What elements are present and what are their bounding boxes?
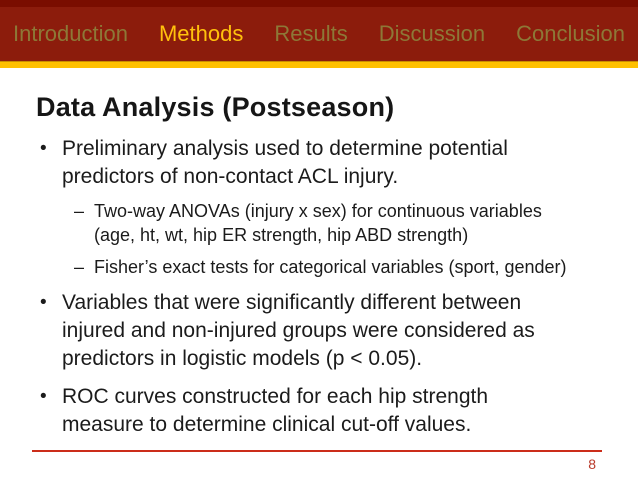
nav-item-results[interactable]: Results — [274, 21, 348, 46]
slide-title: Data Analysis (Postseason) — [36, 92, 395, 122]
bullet-item-1: • Preliminary analysis used to determine… — [36, 135, 622, 191]
bullet-text: ROC curves constructed for each hip stre… — [62, 385, 489, 436]
nav-bar: Introduction Methods Results Discussion … — [0, 0, 638, 61]
bullet-item-3: • ROC curves constructed for each hip st… — [36, 383, 622, 439]
sub-bullet-item-1: – Two-way ANOVAs (injury x sex) for cont… — [74, 199, 622, 247]
sub-bullet-text: Fisher’s exact tests for categorical var… — [94, 257, 567, 277]
nav-item-methods[interactable]: Methods — [158, 21, 244, 46]
nav-item-conclusion[interactable]: Conclusion — [516, 21, 625, 46]
bullet-item-2: • Variables that were significantly diff… — [36, 289, 622, 373]
page-number: 8 — [588, 456, 596, 472]
sub-bullet-marker: – — [74, 201, 85, 221]
bullet-marker: • — [40, 386, 47, 407]
nav-item-introduction[interactable]: Introduction — [13, 21, 128, 46]
bullet-marker: • — [40, 292, 47, 313]
footer-divider-line — [32, 450, 602, 452]
sub-bullet-marker: – — [74, 257, 85, 277]
sub-bullet-item-2: – Fisher’s exact tests for categorical v… — [74, 255, 622, 279]
header-accent-bar — [0, 61, 638, 68]
bullet-text: Preliminary analysis used to determine p… — [62, 137, 508, 188]
bullet-text: Variables that were significantly differ… — [62, 291, 535, 370]
sub-bullet-text: Two-way ANOVAs (injury x sex) for contin… — [94, 201, 542, 245]
bullet-marker: • — [40, 138, 47, 159]
nav-item-discussion[interactable]: Discussion — [378, 21, 486, 46]
slide-content: Data Analysis (Postseason) • Preliminary… — [0, 68, 638, 439]
